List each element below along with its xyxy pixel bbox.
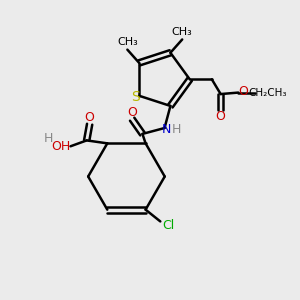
Text: H: H xyxy=(172,123,182,136)
Text: CH₃: CH₃ xyxy=(172,27,193,37)
Text: O: O xyxy=(85,111,94,124)
Text: OH: OH xyxy=(52,140,71,153)
Text: CH₃: CH₃ xyxy=(117,37,138,47)
Text: CH₂CH₃: CH₂CH₃ xyxy=(248,88,287,98)
Text: N: N xyxy=(161,123,171,136)
Text: Cl: Cl xyxy=(162,219,175,232)
Text: O: O xyxy=(127,106,137,119)
Text: H: H xyxy=(44,132,53,145)
Text: S: S xyxy=(131,90,140,104)
Text: O: O xyxy=(216,110,226,123)
Text: O: O xyxy=(238,85,248,98)
